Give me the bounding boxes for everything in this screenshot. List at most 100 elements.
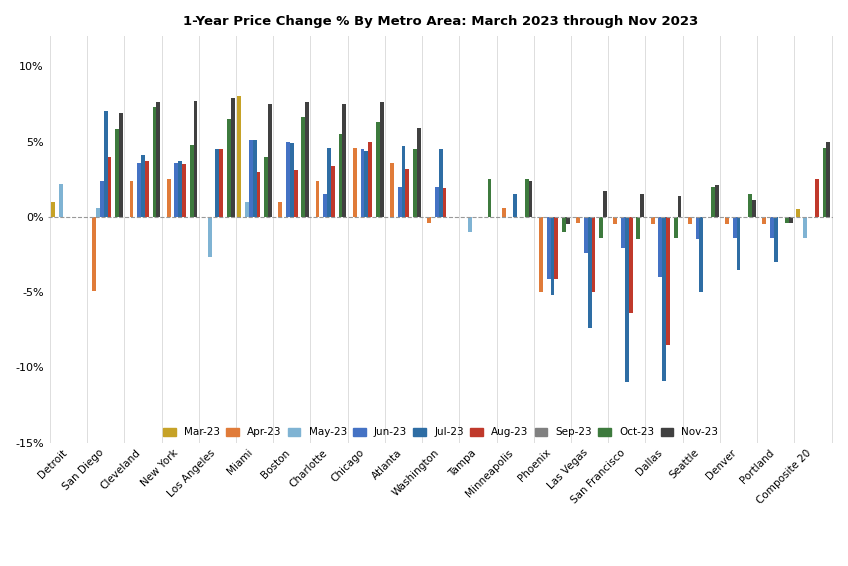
Bar [365,151,368,217]
Bar [343,104,346,217]
Bar [59,184,63,217]
Bar [413,149,417,217]
Bar [92,217,96,290]
Bar [145,161,148,217]
Bar [167,179,170,217]
Bar [823,148,827,217]
Bar [353,148,357,217]
Bar [725,217,729,224]
Bar [193,101,198,217]
Bar [301,117,305,217]
Bar [621,217,625,248]
Bar [748,194,752,217]
Bar [629,217,633,313]
Bar [96,208,100,217]
Bar [190,144,193,217]
Bar [182,164,186,217]
Bar [427,217,431,223]
Bar [625,217,629,383]
Bar [715,185,718,217]
Bar [390,162,394,217]
Bar [443,188,447,217]
Bar [658,217,662,277]
Bar [338,134,343,217]
Bar [103,112,108,217]
Bar [331,166,335,217]
Bar [227,119,231,217]
Bar [700,217,703,292]
Bar [100,181,103,217]
Bar [600,217,603,238]
Bar [253,140,257,217]
Bar [785,217,789,223]
Bar [245,201,248,217]
Bar [286,142,290,217]
Bar [733,217,737,238]
Bar [178,161,182,217]
Bar [305,102,309,217]
Bar [248,140,253,217]
Bar [678,196,681,217]
Bar [438,149,443,217]
Bar [153,107,156,217]
Bar [405,169,410,217]
Bar [488,179,491,217]
Bar [584,217,588,253]
Bar [290,143,293,217]
Bar [468,217,472,232]
Bar [662,217,666,381]
Bar [711,187,715,217]
Bar [774,217,778,262]
Bar [695,217,700,239]
Bar [293,170,298,217]
Bar [550,217,555,295]
Bar [637,217,640,239]
Bar [130,181,133,217]
Legend: Mar-23, Apr-23, May-23, Jun-23, Jul-23, Aug-23, Sep-23, Oct-23, Nov-23: Mar-23, Apr-23, May-23, Jun-23, Jul-23, … [159,423,722,441]
Bar [613,217,617,224]
Bar [566,217,570,224]
Bar [51,201,55,217]
Bar [156,102,160,217]
Bar [815,179,819,217]
Bar [141,155,145,217]
Bar [278,201,282,217]
Bar [327,148,331,217]
Bar [562,217,566,232]
Bar [380,102,383,217]
Bar [666,217,670,345]
Bar [360,149,365,217]
Bar [525,179,528,217]
Bar [688,217,692,224]
Bar [577,217,580,223]
Title: 1-Year Price Change % By Metro Area: March 2023 through Nov 2023: 1-Year Price Change % By Metro Area: Mar… [183,15,699,28]
Bar [762,217,767,224]
Bar [737,217,740,269]
Bar [770,217,774,238]
Bar [555,217,558,278]
Bar [513,194,517,217]
Bar [237,96,241,217]
Bar [108,157,111,217]
Bar [539,217,543,292]
Bar [215,149,220,217]
Bar [417,128,421,217]
Bar [752,200,756,217]
Bar [789,217,793,223]
Bar [315,181,320,217]
Bar [398,187,402,217]
Bar [650,217,655,224]
Bar [402,146,405,217]
Bar [376,122,380,217]
Bar [265,157,268,217]
Bar [115,130,119,217]
Bar [592,217,595,292]
Bar [208,217,212,258]
Bar [368,142,372,217]
Bar [803,217,807,238]
Bar [220,149,223,217]
Bar [603,191,607,217]
Bar [528,181,533,217]
Bar [547,217,550,278]
Bar [119,113,123,217]
